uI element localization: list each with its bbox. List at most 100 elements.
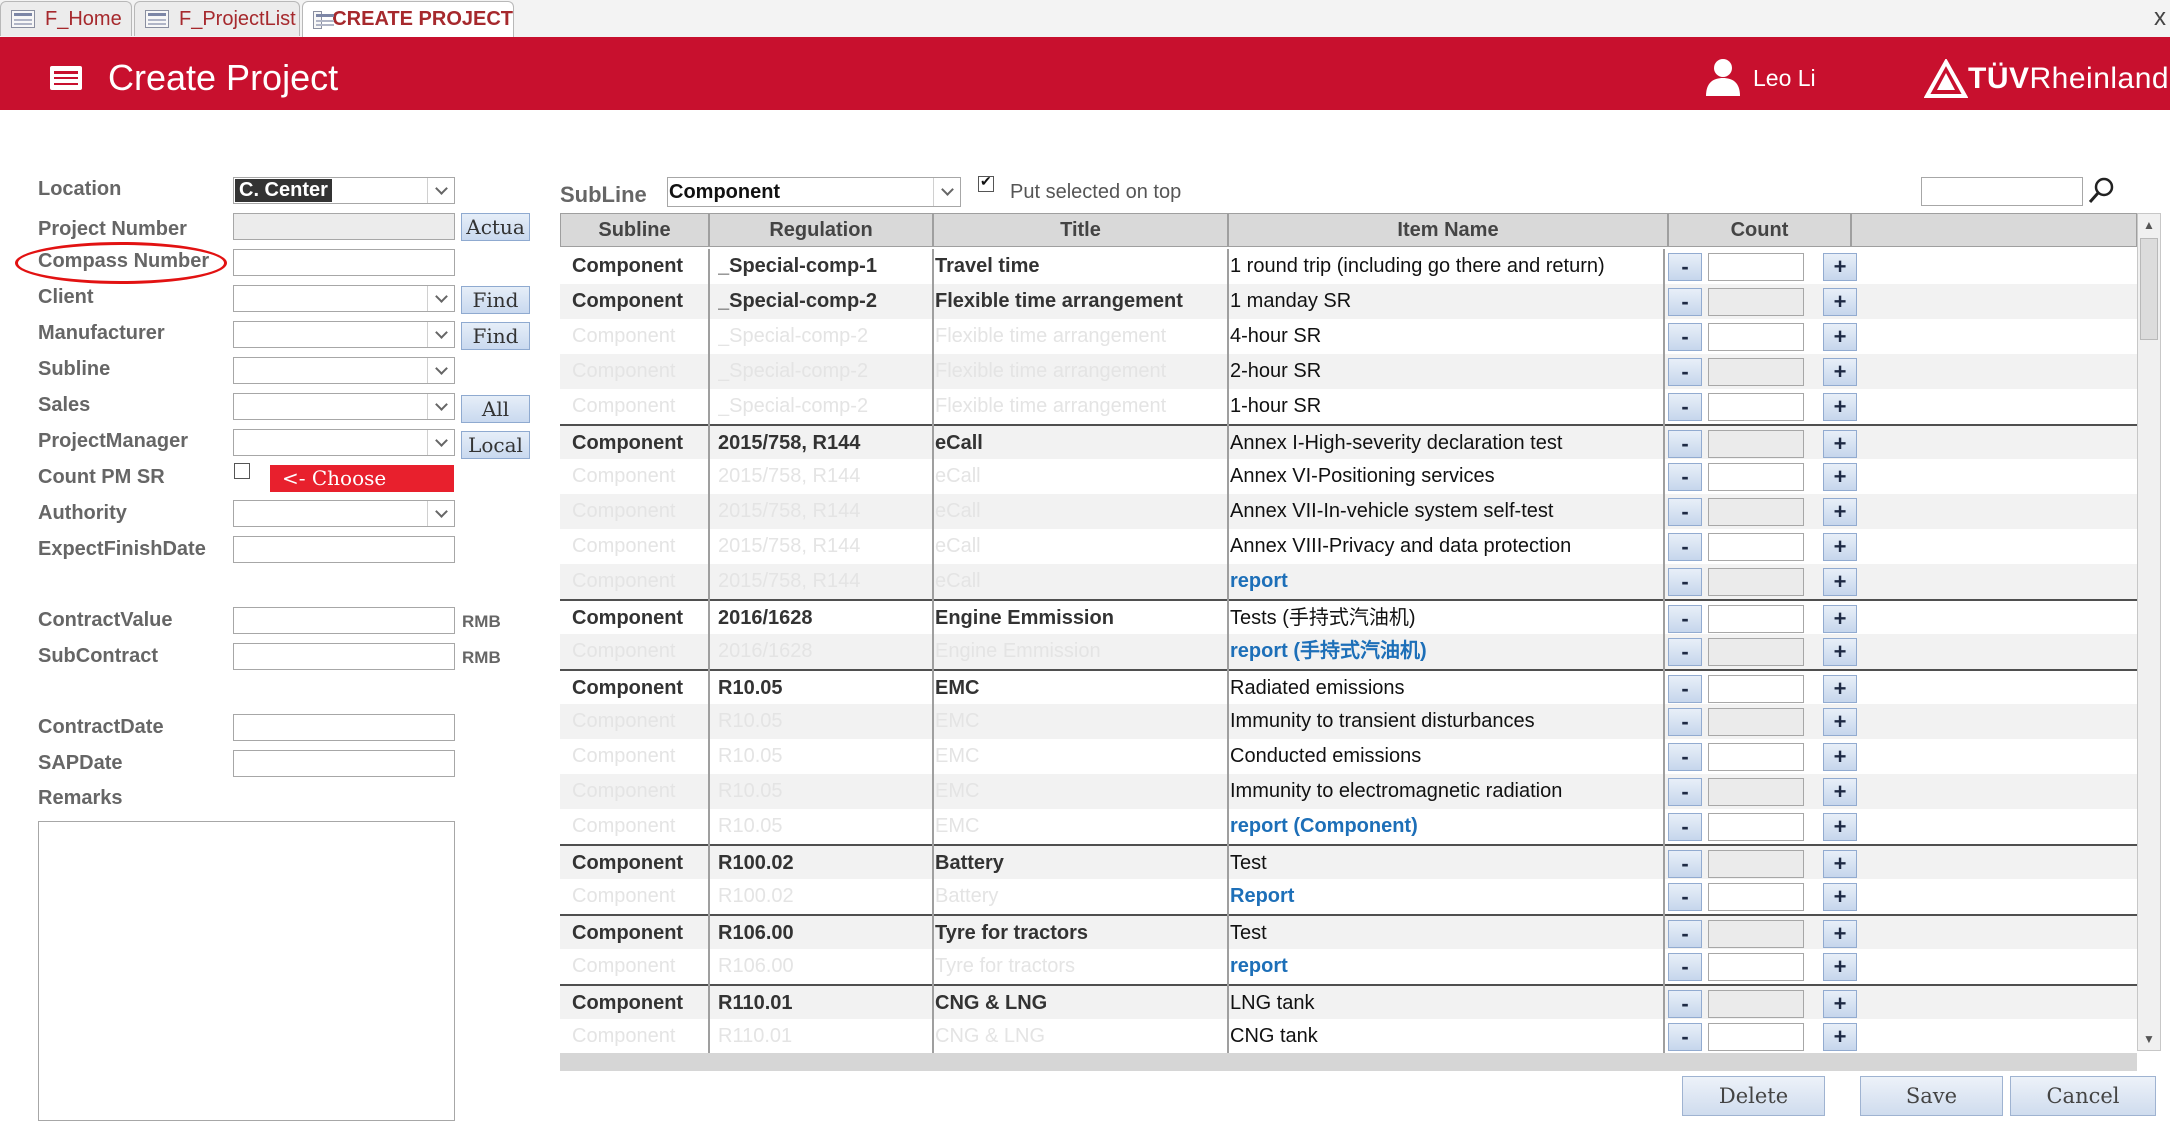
table-row[interactable]: Component R10.05 EMC Conducted emissions - + xyxy=(560,739,2137,774)
table-row[interactable]: Component R10.05 EMC Immunity to transient … xyxy=(560,704,2137,739)
increment-button[interactable]: + xyxy=(1823,638,1857,666)
increment-button[interactable]: + xyxy=(1823,498,1857,526)
search-input[interactable] xyxy=(1921,177,2083,206)
sales-combo[interactable] xyxy=(233,393,455,420)
chevron-down-icon[interactable] xyxy=(427,358,454,383)
increment-button[interactable]: + xyxy=(1823,675,1857,703)
count-input[interactable] xyxy=(1708,778,1804,806)
decrement-button[interactable]: - xyxy=(1668,533,1702,561)
increment-button[interactable]: + xyxy=(1823,920,1857,948)
decrement-button[interactable]: - xyxy=(1668,778,1702,806)
count-input[interactable] xyxy=(1708,323,1804,351)
decrement-button[interactable]: - xyxy=(1668,638,1702,666)
table-row[interactable]: Component _Special-comp-2 Flexible time ar… xyxy=(560,319,2137,354)
table-row[interactable]: Component R106.00 Tyre for tractors report -… xyxy=(560,949,2137,984)
increment-button[interactable]: + xyxy=(1823,430,1857,458)
chevron-down-icon[interactable] xyxy=(427,322,454,347)
count-input[interactable] xyxy=(1708,358,1804,386)
increment-button[interactable]: + xyxy=(1823,813,1857,841)
table-row[interactable]: Component 2015/758, R144 eCall Annex VII-In… xyxy=(560,494,2137,529)
increment-button[interactable]: + xyxy=(1823,778,1857,806)
table-row[interactable]: Component 2015/758, R144 eCall Annex VIII-P… xyxy=(560,529,2137,564)
count-input[interactable] xyxy=(1708,883,1804,911)
increment-button[interactable]: + xyxy=(1823,990,1857,1018)
tab-create-project[interactable]: CREATE PROJECT xyxy=(302,1,514,37)
manufacturer-combo[interactable] xyxy=(233,321,455,348)
increment-button[interactable]: + xyxy=(1823,743,1857,771)
location-combo[interactable]: C. Center xyxy=(233,177,455,204)
client-find-button[interactable]: Find xyxy=(461,286,530,314)
count-input[interactable] xyxy=(1708,533,1804,561)
count-input[interactable] xyxy=(1708,288,1804,316)
table-row[interactable]: Component 2016/1628 Engine Emmission Tests … xyxy=(560,599,2137,634)
chevron-down-icon[interactable] xyxy=(427,394,454,419)
decrement-button[interactable]: - xyxy=(1668,463,1702,491)
increment-button[interactable]: + xyxy=(1823,883,1857,911)
count-input[interactable] xyxy=(1708,253,1804,281)
close-icon[interactable]: x xyxy=(2154,4,2166,31)
table-row[interactable]: Component _Special-comp-1 Travel time 1 rou… xyxy=(560,249,2137,284)
increment-button[interactable]: + xyxy=(1823,605,1857,633)
count-input[interactable] xyxy=(1708,990,1804,1018)
count-input[interactable] xyxy=(1708,850,1804,878)
chevron-down-icon[interactable] xyxy=(427,430,454,455)
compass-number-field[interactable] xyxy=(233,249,455,276)
decrement-button[interactable]: - xyxy=(1668,743,1702,771)
sap-date-field[interactable] xyxy=(233,750,455,777)
chevron-down-icon[interactable] xyxy=(427,286,454,311)
increment-button[interactable]: + xyxy=(1823,288,1857,316)
tab-f-home[interactable]: F_Home xyxy=(0,1,132,36)
decrement-button[interactable]: - xyxy=(1668,253,1702,281)
increment-button[interactable]: + xyxy=(1823,533,1857,561)
decrement-button[interactable]: - xyxy=(1668,920,1702,948)
table-row[interactable]: Component R110.01 CNG & LNG CNG tank - + xyxy=(560,1019,2137,1054)
client-combo[interactable] xyxy=(233,285,455,312)
table-row[interactable]: Component _Special-comp-2 Flexible time ar… xyxy=(560,284,2137,319)
count-input[interactable] xyxy=(1708,393,1804,421)
count-input[interactable] xyxy=(1708,638,1804,666)
decrement-button[interactable]: - xyxy=(1668,393,1702,421)
increment-button[interactable]: + xyxy=(1823,253,1857,281)
decrement-button[interactable]: - xyxy=(1668,288,1702,316)
manufacturer-find-button[interactable]: Find xyxy=(461,322,530,350)
subline-combo[interactable] xyxy=(233,357,455,384)
table-row[interactable]: Component R100.02 Battery Test - + xyxy=(560,844,2137,879)
put-selected-checkbox[interactable] xyxy=(978,173,994,192)
decrement-button[interactable]: - xyxy=(1668,883,1702,911)
count-input[interactable] xyxy=(1708,568,1804,596)
increment-button[interactable]: + xyxy=(1823,953,1857,981)
count-input[interactable] xyxy=(1708,675,1804,703)
count-input[interactable] xyxy=(1708,813,1804,841)
decrement-button[interactable]: - xyxy=(1668,605,1702,633)
chevron-down-icon[interactable] xyxy=(933,178,960,206)
choose-button[interactable]: <- Choose xyxy=(270,465,454,492)
project-manager-combo[interactable] xyxy=(233,429,455,456)
table-row[interactable]: Component R10.05 EMC Radiated emissions - + xyxy=(560,669,2137,704)
table-row[interactable]: Component _Special-comp-2 Flexible time ar… xyxy=(560,389,2137,424)
count-input[interactable] xyxy=(1708,743,1804,771)
decrement-button[interactable]: - xyxy=(1668,850,1702,878)
cancel-button[interactable]: Cancel xyxy=(2010,1076,2156,1116)
search-icon[interactable] xyxy=(2087,175,2117,205)
count-input[interactable] xyxy=(1708,920,1804,948)
decrement-button[interactable]: - xyxy=(1668,813,1702,841)
project-manager-local-button[interactable]: Local xyxy=(461,431,530,459)
count-input[interactable] xyxy=(1708,953,1804,981)
decrement-button[interactable]: - xyxy=(1668,953,1702,981)
table-row[interactable]: Component _Special-comp-2 Flexible time ar… xyxy=(560,354,2137,389)
increment-button[interactable]: + xyxy=(1823,463,1857,491)
table-row[interactable]: Component 2015/758, R144 eCall Annex VI-Pos… xyxy=(560,459,2137,494)
vertical-scrollbar[interactable]: ▲ ▼ xyxy=(2137,213,2161,1051)
contract-date-field[interactable] xyxy=(233,714,455,741)
increment-button[interactable]: + xyxy=(1823,358,1857,386)
sales-all-button[interactable]: All xyxy=(461,395,530,423)
count-input[interactable] xyxy=(1708,605,1804,633)
tab-f-projectlist[interactable]: F_ProjectList xyxy=(134,1,300,36)
scroll-up-icon[interactable]: ▲ xyxy=(2143,218,2155,232)
count-input[interactable] xyxy=(1708,463,1804,491)
table-row[interactable]: Component R10.05 EMC Immunity to electromag… xyxy=(560,774,2137,809)
scroll-thumb[interactable] xyxy=(2140,238,2158,340)
decrement-button[interactable]: - xyxy=(1668,990,1702,1018)
remarks-textarea[interactable] xyxy=(38,821,455,1121)
delete-button[interactable]: Delete xyxy=(1682,1076,1825,1116)
